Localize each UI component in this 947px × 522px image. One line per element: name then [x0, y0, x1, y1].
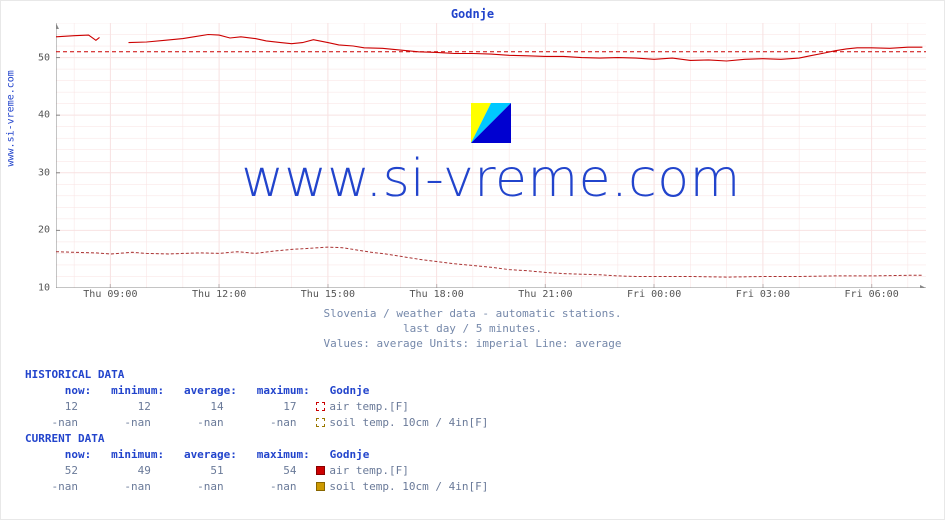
y-tick-label: 10	[38, 283, 56, 294]
y-tick-label: 30	[38, 167, 56, 178]
legend-header-row: now: minimum: average: maximum: Godnje	[25, 383, 920, 399]
legend-swatch	[316, 418, 325, 427]
y-tick-label: 50	[38, 52, 56, 63]
legend-swatch	[316, 466, 325, 475]
y-tick-label: 20	[38, 225, 56, 236]
legend-row: 52 49 51 54 air temp.[F]	[25, 463, 920, 479]
x-tick-label: Thu 12:00	[192, 289, 246, 300]
current-title: CURRENT DATA	[25, 431, 920, 447]
x-tick-label: Fri 00:00	[627, 289, 681, 300]
legend-swatch	[316, 402, 325, 411]
y-tick-label: 40	[38, 110, 56, 121]
historical-title: HISTORICAL DATA	[25, 367, 920, 383]
legend-swatch	[316, 482, 325, 491]
legend-tables: HISTORICAL DATA now: minimum: average: m…	[25, 367, 920, 495]
chart-title: Godnje	[1, 7, 944, 21]
x-tick-label: Thu 21:00	[518, 289, 572, 300]
legend-header-row: now: minimum: average: maximum: Godnje	[25, 447, 920, 463]
legend-row: -nan -nan -nan -nan soil temp. 10cm / 4i…	[25, 479, 920, 495]
x-axis-ticks: Thu 09:00 Thu 12:00 Thu 15:00 Thu 18:00 Thu …	[56, 289, 926, 303]
chart-plot-area: 1020304050 www.si-vreme.com	[56, 23, 926, 288]
x-tick-label: Thu 09:00	[83, 289, 137, 300]
y-axis-site-label: www.si-vreme.com	[1, 151, 21, 301]
legend-row: -nan -nan -nan -nan soil temp. 10cm / 4i…	[25, 415, 920, 431]
x-tick-label: Fri 06:00	[845, 289, 899, 300]
x-tick-label: Fri 03:00	[736, 289, 790, 300]
x-tick-label: Thu 15:00	[301, 289, 355, 300]
chart-svg	[56, 23, 926, 288]
x-tick-label: Thu 18:00	[410, 289, 464, 300]
chart-subtitle: Slovenia / weather data - automatic stat…	[1, 307, 944, 352]
chart-card: www.si-vreme.com Godnje 1020304050 www.s…	[0, 0, 945, 520]
legend-row: 12 12 14 17 air temp.[F]	[25, 399, 920, 415]
